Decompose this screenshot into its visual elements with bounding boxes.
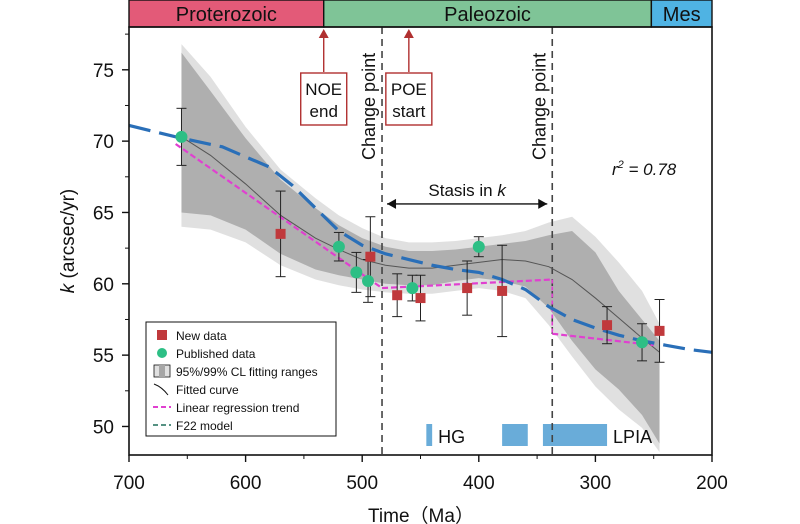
r-squared-value: = 0.78 [624,160,677,179]
y-tick-label-3: 65 [93,203,114,224]
stasis-label: Stasis in k [428,181,507,200]
event-label-0-0: NOE [305,80,342,99]
x-tick-label-5: 200 [696,473,728,494]
event-arrow-head-1 [403,29,414,38]
new-data-point-4 [462,283,473,294]
published-data-point-0 [175,130,188,143]
new-data-point-6 [602,320,613,331]
ci95-area [181,52,660,444]
published-data-point-4 [406,282,419,295]
ci99-band [181,44,660,453]
published-data-point-6 [636,336,649,349]
event-box-0 [300,72,348,126]
stasis-arrow-right [538,198,548,209]
x-tick-label-4: 300 [580,473,612,494]
legend-swatch-fit [153,383,169,396]
era-label-0: Proterozoic [176,4,277,26]
new-data-point-1 [365,251,376,262]
change-points: Change point Change point [359,27,554,455]
y-axis-label: k (arcsec/yr) [58,189,79,294]
x-tick-label-1: 600 [230,473,262,494]
f22-model-line [128,123,713,354]
legend-swatch-ci95 [159,365,165,377]
event-label-1-0: POE [391,80,427,99]
stasis-arrow-left [387,198,397,209]
legend-label-1: Published data [176,347,256,361]
era-label-1: Paleozoic [444,4,531,26]
legend-label-3: Fitted curve [176,383,239,397]
glaciation-bar-0 [426,424,433,446]
stasis-label-text: Stasis in [428,181,497,200]
legend-swatch-published-data [157,348,167,358]
trend-segment-0 [175,143,383,289]
era-proterozoic [128,0,325,28]
r-squared-label: r2 = 0.78 [612,159,677,179]
published-data-point-2 [350,266,363,279]
ci99-area [181,44,660,453]
error-bars [176,107,665,363]
legend-label-5: F22 model [176,419,233,433]
glaciation-label-0: HG [438,427,465,447]
era-paleozoic [323,0,653,28]
new-data-point-5 [497,285,508,296]
x-tick-label-3: 400 [463,473,495,494]
stasis-label-k: k [497,181,507,200]
y-tick-label-0: 50 [93,417,114,438]
x-axis-label: Time（Ma） [368,505,474,524]
y-axis-label-k: k [58,282,79,293]
y-axis: 50 55 60 65 70 75 [93,33,129,438]
glaciation-bars: HG LPIA [426,424,652,447]
event-box-1 [385,72,433,126]
x-tick-label-2: 500 [346,473,378,494]
r-squared-sup: 2 [617,159,624,171]
y-axis-label-unit: (arcsec/yr) [58,189,79,284]
y-tick-label-1: 55 [93,346,114,367]
glaciation-label-2: LPIA [613,427,652,447]
glaciation-bar-2 [542,424,608,446]
change-point-label-1: Change point [529,53,549,160]
x-axis: 700 600 500 400 300 200 [113,455,728,494]
event-label-1-1: start [392,102,425,121]
y-tick-label-2: 60 [93,275,114,296]
legend-box [145,321,337,437]
new-data-point-7 [654,325,665,336]
published-data-point-3 [362,274,375,287]
change-point-label-0: Change point [359,53,379,160]
published-data-point-1 [332,240,345,253]
data-points [175,130,665,349]
y-tick-label-4: 70 [93,132,114,153]
new-data-point-3 [415,293,426,304]
legend-label-2: 95%/99% CL fitting ranges [176,365,318,379]
glaciation-bar-1 [502,424,528,446]
event-label-0-1: end [310,102,338,121]
era-bar: Proterozoic Paleozoic Mes [128,0,713,28]
era-mes [650,0,713,28]
new-data-point-0 [275,228,286,239]
r-squared-r: r [612,160,619,179]
x-tick-label-0: 700 [113,473,145,494]
y-tick-label-5: 75 [93,61,114,82]
annotations: Stasis in k r2 = 0.78 NOE end POE start [300,29,677,209]
f22-model-group [128,123,713,354]
legend-label-4: Linear regression trend [176,401,299,415]
legend: New data Published data 95%/99% CL fitting… [145,321,337,437]
ci95-band [181,52,660,444]
era-label-2: Mes [663,4,701,26]
event-arrow-head-0 [318,29,329,38]
legend-swatch-new-data [157,330,167,340]
published-data-point-5 [472,240,485,253]
new-data-point-2 [392,290,403,301]
legend-label-0: New data [176,329,227,343]
